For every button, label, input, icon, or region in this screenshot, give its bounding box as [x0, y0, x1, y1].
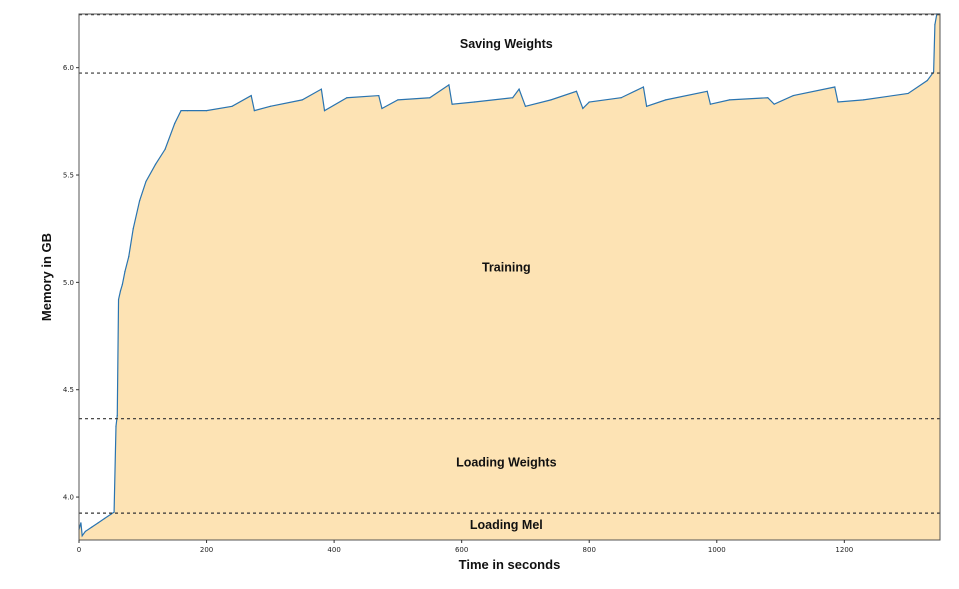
memory-data-point: [97, 522, 99, 524]
memory-data-point: [124, 271, 126, 273]
plot-area: [78, 13, 941, 540]
memory-data-point: [132, 228, 134, 230]
memory-data-point: [81, 535, 83, 537]
x-tick-label: 400: [327, 546, 340, 554]
memory-data-point: [164, 148, 166, 150]
x-tick-label: 600: [455, 546, 468, 554]
memory-data-point: [103, 517, 106, 520]
memory-data-point: [269, 105, 271, 107]
x-axis: 0 200 400 600 800 1000 1200: [77, 540, 853, 554]
memory-area-fill: [79, 14, 940, 540]
memory-data-point: [80, 522, 82, 524]
y-tick-label: 4.0: [63, 494, 74, 502]
memory-data-point: [451, 103, 453, 105]
memory-data-point: [110, 513, 112, 515]
memory-data-point: [113, 511, 115, 513]
memory-data-point: [231, 105, 233, 107]
memory-data-point: [117, 298, 120, 301]
memory-data-point: [346, 97, 348, 99]
memory-data-point: [524, 105, 527, 107]
memory-data-point: [145, 180, 147, 183]
memory-data-point: [862, 99, 865, 101]
x-tick-label: 200: [200, 546, 213, 554]
memory-data-point: [128, 256, 130, 258]
memory-data-point: [91, 526, 93, 528]
memory-data-point: [186, 110, 189, 112]
y-tick-label: 6.0: [63, 64, 74, 72]
x-tick-label: 1200: [835, 546, 853, 554]
memory-series-line: [78, 13, 940, 538]
memory-data-point: [116, 414, 118, 417]
memory-data-point: [934, 24, 936, 26]
memory-data-point: [907, 92, 909, 95]
memory-data-point: [429, 97, 431, 99]
memory-data-point: [121, 283, 123, 286]
memory-data-point: [582, 107, 584, 110]
memory-data-point: [728, 99, 731, 101]
memory-data-point: [792, 94, 794, 97]
y-tick-label: 5.5: [63, 172, 74, 180]
x-tick-label: 1000: [708, 546, 726, 554]
memory-data-point: [767, 97, 769, 99]
x-tick-label: 0: [77, 546, 81, 554]
memory-data-point: [397, 99, 399, 101]
x-axis-title: Time in seconds: [459, 557, 561, 572]
memory-data-point: [773, 103, 775, 105]
y-axis-title: Memory in GB: [39, 233, 54, 321]
memory-data-point: [575, 90, 578, 92]
memory-data-point: [550, 99, 552, 101]
memory-data-point: [253, 110, 255, 112]
memory-data-point: [301, 99, 303, 101]
memory-data-point: [834, 86, 836, 88]
memory-data-point: [320, 88, 322, 90]
memory-data-point: [174, 122, 176, 125]
memory-data-point: [138, 200, 141, 202]
memory-data-point: [180, 110, 182, 112]
memory-data-point: [837, 101, 839, 103]
memory-data-point: [926, 79, 928, 82]
memory-data-point: [84, 530, 86, 533]
memory-data-point: [448, 84, 450, 86]
memory-data-point: [518, 88, 520, 90]
phase-annotation: Training: [482, 260, 531, 274]
memory-data-point: [620, 97, 622, 99]
memory-data-point: [205, 110, 208, 112]
memory-data-point: [381, 107, 383, 110]
x-tick-label: 800: [583, 546, 596, 554]
memory-data-point: [512, 97, 514, 99]
memory-data-point: [250, 94, 252, 97]
phase-annotation: Saving Weights: [460, 37, 553, 51]
memory-data-point: [119, 290, 122, 292]
phase-annotation: Loading Mel: [470, 518, 543, 532]
plot-frame: [78, 13, 941, 541]
annotations: Saving Weights Training Loading Weights Loa…: [456, 37, 557, 532]
memory-data-point: [933, 71, 935, 73]
memory-data-point: [642, 86, 645, 88]
memory-data-point: [588, 101, 590, 103]
memory-data-point: [473, 101, 476, 103]
memory-data-point: [115, 425, 117, 427]
memory-data-point: [323, 110, 326, 112]
memory-data-point: [665, 99, 667, 101]
memory-data-point: [646, 105, 648, 107]
phase-annotation: Loading Weights: [456, 456, 557, 470]
memory-data-point: [709, 103, 712, 105]
memory-data-point: [706, 90, 708, 92]
y-axis: 4.0 4.5 5.0 5.5 6.0: [63, 64, 79, 502]
y-tick-label: 4.5: [63, 386, 74, 394]
memory-data-point: [154, 163, 157, 165]
memory-data-point: [378, 94, 380, 97]
y-tick-label: 5.0: [63, 279, 74, 287]
